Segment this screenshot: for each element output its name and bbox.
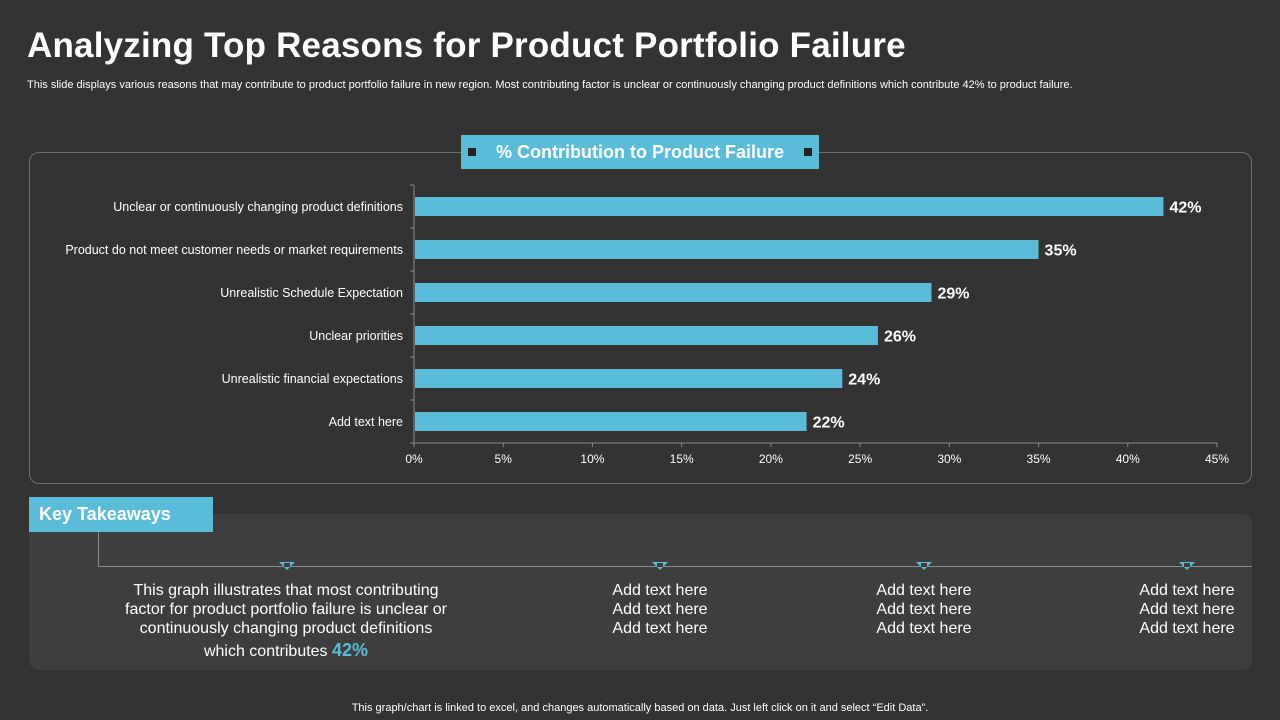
takeaway-line: factor for product portfolio failure is … — [125, 601, 447, 618]
takeaway-main-text: This graph illustrates that most contrib… — [118, 581, 454, 661]
footer-note: This graph/chart is linked to excel, and… — [351, 702, 929, 714]
takeaway-line: continuously changing product definition… — [139, 620, 433, 637]
chart-panel — [29, 152, 1252, 484]
page-subtitle: This slide displays various reasons that… — [27, 79, 1073, 91]
takeaway-line: Add text here — [1139, 582, 1235, 599]
takeaway-column: Add text here Add text here Add text her… — [595, 581, 725, 638]
down-arrow-marker-icon — [279, 562, 295, 570]
down-arrow-marker-icon — [916, 562, 932, 570]
takeaway-line: Add text here — [876, 601, 972, 618]
timeline-connector — [98, 532, 99, 567]
takeaway-line: Add text here — [876, 620, 972, 637]
square-bullet-icon — [468, 148, 476, 156]
takeaway-column: Add text here Add text here Add text her… — [859, 581, 989, 638]
takeaway-line: This graph illustrates that most contrib… — [133, 582, 439, 599]
takeaway-line: Add text here — [1139, 620, 1235, 637]
takeaway-line: Add text here — [612, 601, 708, 618]
takeaway-line: Add text here — [612, 620, 708, 637]
chart-title-banner: % Contribution to Product Failure — [461, 135, 819, 169]
square-bullet-icon — [804, 148, 812, 156]
takeaway-line: Add text here — [612, 582, 708, 599]
takeaway-line: Add text here — [876, 582, 972, 599]
page-title: Analyzing Top Reasons for Product Portfo… — [27, 26, 906, 65]
takeaway-highlight-value: 42% — [332, 640, 369, 660]
key-takeaways-heading: Key Takeaways — [29, 497, 213, 532]
key-takeaways-panel — [29, 514, 1252, 670]
down-arrow-marker-icon — [1179, 562, 1195, 570]
takeaway-line: which contributes — [203, 643, 328, 660]
takeaway-column: Add text here Add text here Add text her… — [1122, 581, 1252, 638]
down-arrow-marker-icon — [652, 562, 668, 570]
takeaway-line: Add text here — [1139, 601, 1235, 618]
chart-title: % Contribution to Product Failure — [496, 141, 784, 162]
timeline-line — [98, 566, 1252, 567]
